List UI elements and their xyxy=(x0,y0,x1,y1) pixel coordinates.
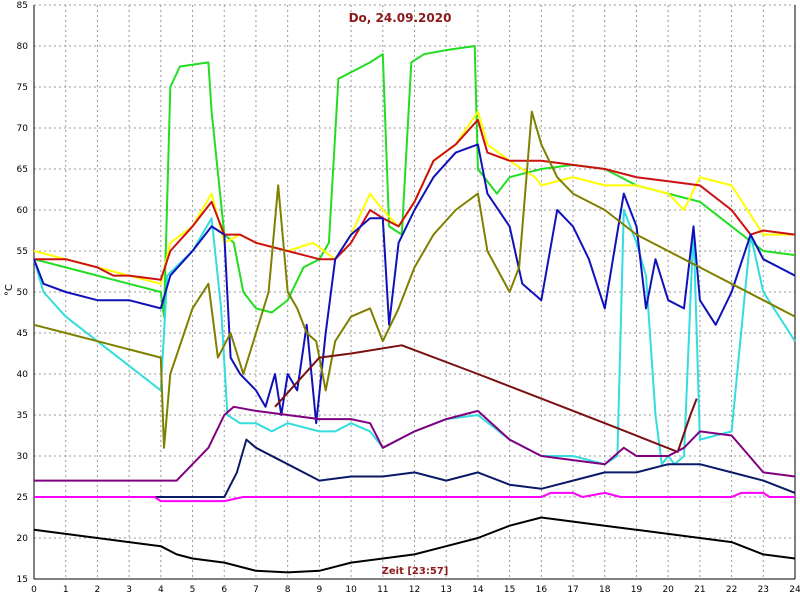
x-tick-label: 20 xyxy=(662,585,674,595)
x-tick-label: 16 xyxy=(536,585,548,595)
x-tick-label: 21 xyxy=(694,585,705,595)
x-tick-label: 1 xyxy=(63,585,69,595)
x-tick-label: 17 xyxy=(567,585,578,595)
chart-title: Do, 24.09.2020 xyxy=(349,11,452,25)
x-tick-label: 9 xyxy=(317,585,323,595)
y-tick-label: 50 xyxy=(17,288,29,298)
y-tick-label: 80 xyxy=(17,42,29,52)
y-tick-label: 35 xyxy=(17,411,28,421)
x-tick-label: 22 xyxy=(726,585,737,595)
x-tick-label: 8 xyxy=(285,585,291,595)
x-tick-label: 6 xyxy=(221,585,227,595)
y-tick-label: 75 xyxy=(17,83,28,93)
x-tick-label: 24 xyxy=(789,585,800,595)
series-line-8 xyxy=(34,438,796,498)
x-tick-label: 19 xyxy=(631,585,643,595)
x-axis-label: Zeit [23:57] xyxy=(382,566,449,577)
y-tick-label: 15 xyxy=(17,575,28,585)
y-tick-label: 55 xyxy=(17,247,28,257)
x-tick-label: 3 xyxy=(126,585,132,595)
series-line-10 xyxy=(33,516,796,574)
x-tick-label: 4 xyxy=(158,585,164,595)
x-tick-label: 14 xyxy=(472,585,484,595)
y-axis-label: °C xyxy=(4,284,15,296)
x-tick-label: 0 xyxy=(31,585,37,595)
y-tick-label: 70 xyxy=(17,124,29,134)
y-tick-label: 45 xyxy=(17,329,28,339)
y-tick-label: 65 xyxy=(17,165,28,175)
y-tick-label: 25 xyxy=(17,493,28,503)
series-group xyxy=(33,45,796,574)
y-tick-label: 20 xyxy=(17,534,29,544)
series-line-9 xyxy=(34,491,795,503)
y-tick-label: 85 xyxy=(17,1,28,11)
x-tick-label: 2 xyxy=(95,585,101,595)
y-tick-label: 60 xyxy=(17,206,29,216)
axes xyxy=(33,5,796,580)
x-tick-label: 12 xyxy=(409,585,420,595)
x-tick-label: 13 xyxy=(440,585,451,595)
y-tick-label: 30 xyxy=(17,452,29,462)
x-tick-label: 5 xyxy=(190,585,196,595)
series-line-7 xyxy=(34,405,796,482)
series-line-5 xyxy=(33,110,796,449)
x-tick-label: 11 xyxy=(377,585,388,595)
x-tick-label: 23 xyxy=(758,585,769,595)
y-tick-label: 40 xyxy=(17,370,29,380)
series-line-6 xyxy=(274,344,698,453)
series-line-4 xyxy=(33,143,796,425)
x-tick-label: 7 xyxy=(253,585,259,595)
x-tick-label: 10 xyxy=(345,585,357,595)
x-tick-label: 18 xyxy=(599,585,611,595)
x-tick-label: 15 xyxy=(504,585,515,595)
